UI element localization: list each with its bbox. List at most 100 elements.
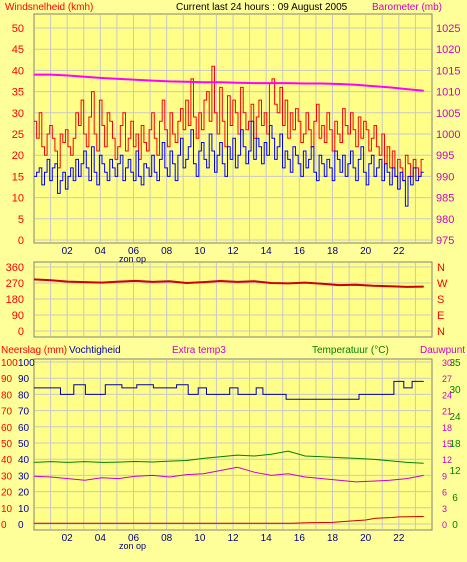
extra-temp-tick-label: 27 [442,374,452,384]
wind-tick-label: 15 [12,171,24,183]
extra-temp-tick-label: 15 [442,439,452,449]
extra-temp-tick-label: 18 [442,423,452,433]
compass-label: S [437,294,444,306]
dew-line [33,466,424,483]
humidity-tick-label: 90 [18,374,30,385]
extra-temp-tick-label: 0 [442,520,447,530]
x-tick-label: 22 [393,246,405,257]
x-tick-label: 08 [161,246,173,257]
direction-tick-label: 180 [6,294,24,306]
compass-label: E [437,310,444,322]
x-tick-label: 22 [393,533,405,544]
x-tick-label: 10 [194,246,206,257]
temperature-axis-title: Temperatuur (°C) [312,345,389,356]
x-tick-label: 02 [62,533,74,544]
extra-temp-tick-label: 24 [442,390,452,400]
x-tick-label: 02 [62,246,74,257]
sunrise-annotation: zon op [119,254,146,264]
barometer-tick-label: 990 [436,171,454,183]
compass-label: N [437,326,445,338]
extra-temp-tick-label: 30 [442,358,452,368]
wind-tick-label: 40 [12,65,24,77]
rain-tick-label: 70 [1,407,13,418]
x-tick-label: 12 [227,533,239,544]
barometer-tick-label: 1020 [436,44,460,56]
extra-temp-tick-label: 9 [442,471,447,481]
humidity-line [34,380,424,400]
x-tick-label: 14 [261,246,273,257]
barometer-tick-label: 1010 [436,87,460,99]
barometer-tick-label: 1000 [436,129,460,141]
x-tick-label: 06 [128,246,140,257]
wind-tick-label: 35 [12,87,24,99]
direction-tick-label: 0 [18,326,24,338]
barometer-tick-label: 995 [436,150,454,162]
compass-label: W [437,278,448,290]
rain-tick-label: 80 [1,390,13,401]
x-tick-label: 08 [161,533,173,544]
extra-temp-tick-label: 12 [442,455,452,465]
temperature-tick-label: 0 [452,520,458,531]
wind-tick-label: 45 [12,44,24,56]
x-tick-label: 18 [327,533,339,544]
wind-tick-label: 20 [12,150,24,162]
dewpoint-axis-title: Dauwpunt [420,345,465,356]
wind-axis-title: Windsnelheid (kmh) [5,2,93,13]
temperature-tick-label: 35 [449,358,461,369]
barometer-tick-label: 1015 [436,65,460,77]
x-tick-label: 06 [128,533,140,544]
humidity-tick-label: 70 [18,407,30,418]
x-tick-label: 12 [227,246,239,257]
x-tick-label: 14 [261,533,273,544]
x-tick-label: 20 [360,246,372,257]
temperature-tick-label: 18 [449,439,461,450]
humidity-tick-label: 100 [18,358,35,369]
humidity-tick-label: 0 [18,520,24,531]
humidity-tick-label: 10 [18,504,30,515]
extra-temp-tick-label: 21 [442,407,452,417]
rain-tick-label: 0 [1,520,7,531]
x-tick-label: 16 [294,246,306,257]
x-tick-label: 10 [194,533,206,544]
rain-tick-label: 50 [1,439,13,450]
rain-tick-label: 30 [1,471,13,482]
rain-tick-label: 20 [1,488,13,499]
series-layer [33,65,424,524]
x-tick-label: 04 [95,533,107,544]
wind-direction-line [33,278,424,288]
x-tick-label: 04 [95,246,107,257]
temperature-tick-label: 12 [449,466,461,477]
extra-temp-axis-title: Extra temp3 [172,345,226,356]
humidity-tick-label: 30 [18,471,30,482]
barometer-tick-label: 980 [436,214,454,226]
x-tick-label: 16 [294,533,306,544]
humidity-tick-label: 50 [18,439,30,450]
barometer-line [34,73,424,92]
labels-layer: 0510152025303540455097598098599099510001… [1,23,461,551]
wind-tick-label: 25 [12,129,24,141]
chart-header-title: Current last 24 hours : 09 August 2005 [176,2,348,13]
grid-layer [35,15,431,529]
humidity-tick-label: 20 [18,488,30,499]
wind-tick-label: 10 [12,193,24,205]
extra-temp-tick-label: 3 [442,504,447,514]
compass-label: N [437,262,445,274]
rain-tick-label: 90 [1,374,13,385]
wind-tick-label: 5 [18,214,24,226]
rain-axis-title: Neerslag (mm) [1,345,67,356]
barometer-axis-title: Barometer (mb) [372,2,442,13]
temp-line [33,450,424,464]
rain-line [34,516,424,524]
barometer-tick-label: 975 [436,235,454,247]
temperature-tick-label: 30 [449,385,461,396]
temperature-tick-label: 24 [449,412,461,423]
wind-tick-label: 0 [18,235,24,247]
rain-tick-label: 40 [1,455,13,466]
direction-tick-label: 270 [6,278,24,290]
temperature-tick-label: 6 [452,493,458,504]
rain-tick-label: 60 [1,423,13,434]
humidity-tick-label: 80 [18,390,30,401]
humidity-axis-title: Vochtigheid [69,345,121,356]
direction-tick-label: 90 [12,310,24,322]
